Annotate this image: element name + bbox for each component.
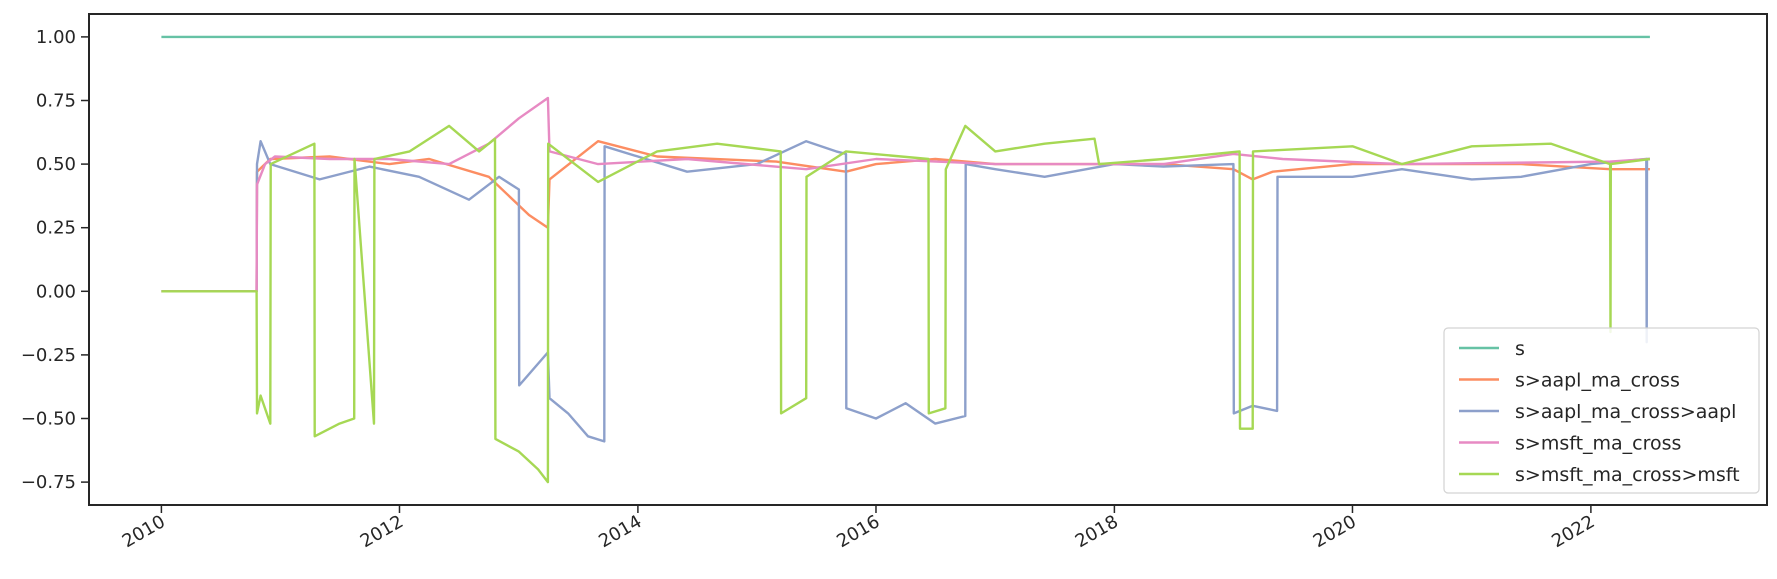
legend-label-4: s>msft_ma_cross>msft xyxy=(1515,464,1740,486)
x-tick-label-0: 2010 xyxy=(119,511,169,552)
legend-label-2: s>aapl_ma_cross>aapl xyxy=(1515,401,1736,423)
x-axis: 2010 2012 2014 2016 2018 2020 2022 xyxy=(119,505,1598,552)
plot-frame xyxy=(88,13,1768,506)
legend-label-1: s>aapl_ma_cross xyxy=(1515,370,1680,392)
series-layer xyxy=(161,35,1651,484)
x-tick-label-4: 2018 xyxy=(1072,511,1122,552)
y-tick-label-1: 0.75 xyxy=(36,90,76,111)
x-tick-label-2: 2014 xyxy=(595,511,645,552)
legend-label-0: s xyxy=(1515,338,1525,360)
series-line-1 xyxy=(161,140,1650,293)
y-tick-label-2: 0.50 xyxy=(36,154,76,175)
x-tick-label-5: 2020 xyxy=(1310,511,1360,552)
legend-label-3: s>msft_ma_cross xyxy=(1515,433,1681,455)
x-tick-label-3: 2016 xyxy=(833,511,883,552)
y-tick-label-6: −0.50 xyxy=(21,409,76,430)
y-tick-label-3: 0.25 xyxy=(36,218,76,239)
series-line-3 xyxy=(161,96,1650,293)
y-tick-label-5: −0.25 xyxy=(21,345,76,366)
series-line-4 xyxy=(161,124,1651,484)
x-tick-label-6: 2022 xyxy=(1548,511,1598,552)
y-axis: 1.00 0.75 0.50 0.25 0.00 −0.25 −0.50 −0.75 xyxy=(21,27,89,493)
legend: s s>aapl_ma_cross s>aapl_ma_cross>aapl s>ms… xyxy=(1443,327,1760,494)
y-tick-label-4: 0.00 xyxy=(36,281,76,302)
y-tick-label-0: 1.00 xyxy=(36,27,76,48)
legend-frame xyxy=(1443,327,1760,494)
y-tick-label-7: −0.75 xyxy=(21,472,76,493)
series-line-2 xyxy=(161,140,1650,443)
x-tick-label-1: 2012 xyxy=(357,511,407,552)
